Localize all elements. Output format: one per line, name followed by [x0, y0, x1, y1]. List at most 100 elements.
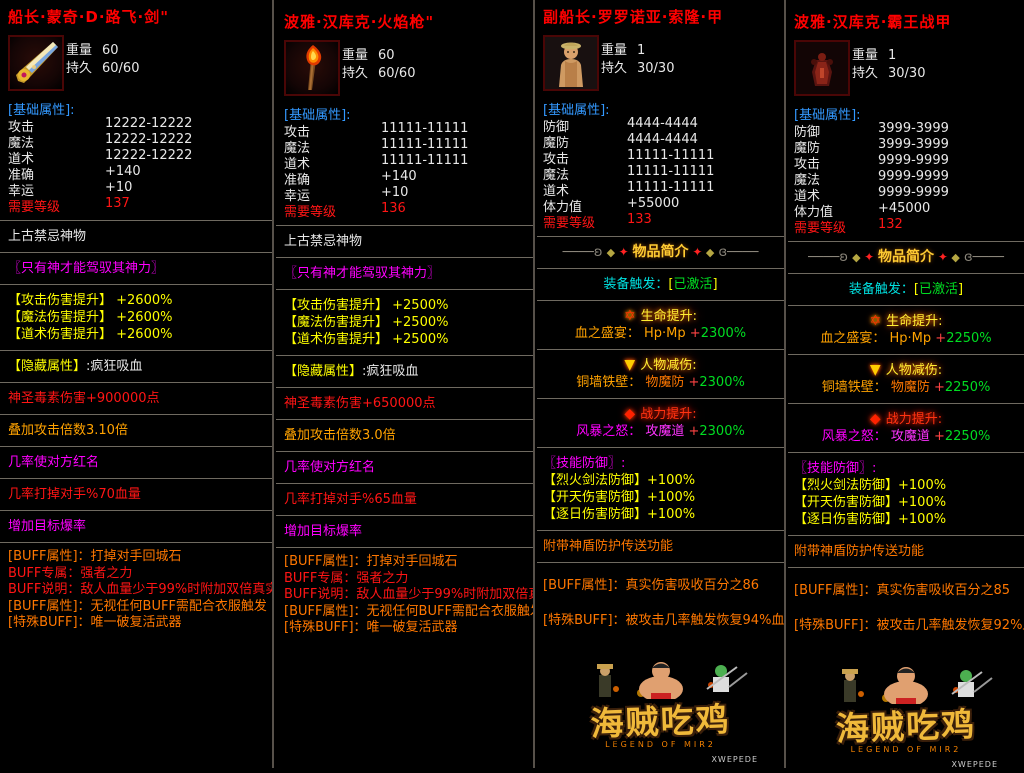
- stat-value: 136: [381, 201, 406, 216]
- stat-label: 准确: [284, 173, 311, 188]
- text-segment: 装备触发：: [848, 282, 914, 297]
- stat-value: 132: [878, 217, 903, 232]
- text-line: 【烈火剑法防御】+100%: [543, 472, 784, 489]
- stat-value: 12222-12222: [105, 116, 193, 131]
- stat-label: 魔法: [794, 173, 821, 188]
- text-segment: 【攻击伤害提升】: [284, 298, 393, 313]
- text-segment: 附带神盾防护传送功能: [543, 539, 674, 554]
- section: 〖只有神才能驾驭其神力〗: [0, 252, 272, 284]
- text-segment: +2600%: [116, 310, 173, 325]
- text-segment: 【隐藏属性】: [284, 364, 363, 379]
- text-segment: [BUFF属性]：打掉对手回城石: [284, 554, 458, 569]
- text-line: 〖只有神才能驾驭其神力〗: [284, 265, 533, 282]
- text-line: ────ʚ ◆ ✦ 物品简介 ✦ ◆ ɞ────: [788, 249, 1024, 266]
- stat-value: 11111-11111: [381, 121, 469, 136]
- section: ◆ 战力提升: 风暴之怒： 攻魔道 +2300%: [537, 398, 784, 447]
- section: [BUFF属性]：真实伤害吸收百分之86 [特殊BUFF]：被攻击几率触发恢复94…: [537, 562, 784, 651]
- text-line: 【隐藏属性】:疯狂吸血: [284, 363, 533, 380]
- text-segment: 【烈火剑法防御】: [543, 473, 648, 488]
- base-attributes-header: [基础属性]:: [794, 108, 861, 123]
- text-segment: 风暴之怒：: [576, 424, 646, 439]
- text-segment: 几率打掉对手%65血量: [284, 492, 417, 507]
- column-divider: [784, 0, 786, 768]
- text-segment: +: [935, 331, 947, 346]
- text-segment: +: [688, 424, 700, 439]
- base-attributes: [基础属性]: 攻击 12222-12222 魔法 12222-12222 道术 1222…: [0, 99, 272, 220]
- text-segment: [BUFF属性]：打掉对手回城石: [8, 549, 182, 564]
- text-segment: 〖技能防御〗:: [543, 456, 626, 471]
- text-line: 【烈火剑法防御】+100%: [794, 477, 1024, 494]
- text-line: 上古禁忌神物: [8, 228, 272, 245]
- text-line: 【开天伤害防御】+100%: [794, 494, 1024, 511]
- text-line: 上古禁忌神物: [284, 233, 533, 250]
- weight-value: 60: [378, 48, 395, 63]
- text-line: ✡ 生命提升:: [537, 308, 784, 325]
- flame-gun-item-icon: [284, 40, 340, 96]
- logo-characters-illustration: [596, 662, 748, 699]
- text-segment: 【开天伤害防御】: [543, 490, 648, 505]
- text-line: [特殊BUFF]：被攻击几率触发恢复94%血量: [543, 612, 784, 629]
- section: 【隐藏属性】:疯狂吸血: [276, 355, 533, 387]
- stat-row: 攻击 9999-9999: [794, 153, 1024, 172]
- stat-value: 11111-11111: [381, 137, 469, 152]
- text-segment: ɞ────: [959, 250, 1004, 265]
- stat-row: 需要等级 136: [284, 201, 533, 220]
- text-segment: +100%: [647, 473, 696, 488]
- text-segment: 战力提升:: [640, 407, 697, 422]
- reduce-icon: ▼: [869, 362, 881, 378]
- text-segment: 风暴之怒：: [821, 429, 891, 444]
- text-segment: 神圣毒素伤害+650000点: [284, 396, 436, 411]
- text-line: 风暴之怒： 攻魔道 +2300%: [537, 423, 784, 440]
- stat-row: 道术 12222-12222: [8, 148, 272, 167]
- text-segment: 生命提升:: [886, 314, 943, 329]
- stat-value: 3999-3999: [878, 137, 949, 152]
- text-segment: :疯狂吸血: [86, 359, 143, 374]
- durability-value: 60/60: [378, 66, 416, 81]
- text-line: BUFF说明：敌人血量少于99%时附加双倍真实伤害: [284, 587, 533, 604]
- text-segment: 2250%: [944, 429, 991, 444]
- text-segment: 战力提升:: [885, 412, 943, 427]
- text-line: 【开天伤害防御】+100%: [543, 489, 784, 506]
- text-line: 铜墙铁壁： 物魔防 +2250%: [788, 379, 1024, 396]
- text-segment: +100%: [647, 507, 696, 522]
- text-line: 增加目标爆率: [8, 518, 272, 535]
- section: 〖只有神才能驾驭其神力〗: [276, 257, 533, 289]
- stat-label: 道术: [543, 184, 570, 199]
- hexagram-icon: ✡: [869, 313, 882, 329]
- weight-label: 重量: [852, 48, 879, 63]
- stat-label: 需要等级: [794, 221, 847, 236]
- text-segment: 〖只有神才能驾驭其神力〗: [8, 261, 165, 276]
- text-segment: 叠加攻击倍数3.0倍: [284, 428, 396, 443]
- text-segment: BUFF专属：强者之力: [8, 565, 133, 581]
- section: 〖技能防御〗: 【烈火剑法防御】+100% 【开天伤害防御】+100% 【逐日伤害防御…: [788, 452, 1024, 535]
- section: ✡ 生命提升: 血之盛宴： Hp·Mp +2250%: [788, 305, 1024, 354]
- text-segment: ────ʚ: [562, 245, 607, 260]
- power-icon: ◆: [869, 411, 881, 427]
- text-segment: +2500%: [392, 298, 449, 313]
- text-segment: +: [689, 326, 701, 341]
- stat-label: 需要等级: [284, 205, 337, 220]
- text-segment: ]: [712, 277, 718, 292]
- stats-table: 攻击 11111-11111 魔法 11111-11111 道术 11111-11111 准…: [276, 121, 533, 220]
- stat-row: 需要等级 133: [543, 212, 784, 231]
- text-segment: [特殊BUFF]：唯一破复活武器: [8, 615, 182, 630]
- text-line: 装备触发：[已激活]: [788, 281, 1024, 298]
- base-attributes-header: [基础属性]:: [8, 103, 75, 118]
- stat-row: 幸运 +10: [284, 185, 533, 204]
- stat-value: 4444-4444: [627, 116, 698, 131]
- stat-label: 魔防: [543, 136, 570, 151]
- item-description-sections: ────ʚ ◆ ✦ 物品简介 ✦ ◆ ɞ──── 装备触发：[已激活] ✡ 生命提升:…: [788, 241, 1024, 656]
- item-icon-row: 重量 1 持久 30/30: [543, 35, 784, 93]
- text-segment: 2250%: [944, 380, 991, 395]
- item-icon-row: 重量 60 持久 60/60: [8, 35, 272, 93]
- text-line: 附带神盾防护传送功能: [543, 538, 784, 555]
- text-line: 附带神盾防护传送功能: [794, 543, 1024, 560]
- text-segment: 【道术伤害提升】: [284, 332, 393, 347]
- text-line: [BUFF属性]：打掉对手回城石: [284, 554, 533, 571]
- text-line: 【魔法伤害提升】 +2500%: [284, 314, 533, 331]
- text-segment: BUFF说明：敌人血量少于99%时附加双倍真实伤害: [8, 582, 272, 597]
- section: 装备触发：[已激活]: [537, 268, 784, 300]
- text-segment: 已激活: [673, 277, 713, 292]
- stat-value: 12222-12222: [105, 148, 193, 163]
- section: 叠加攻击倍数3.0倍: [276, 419, 533, 451]
